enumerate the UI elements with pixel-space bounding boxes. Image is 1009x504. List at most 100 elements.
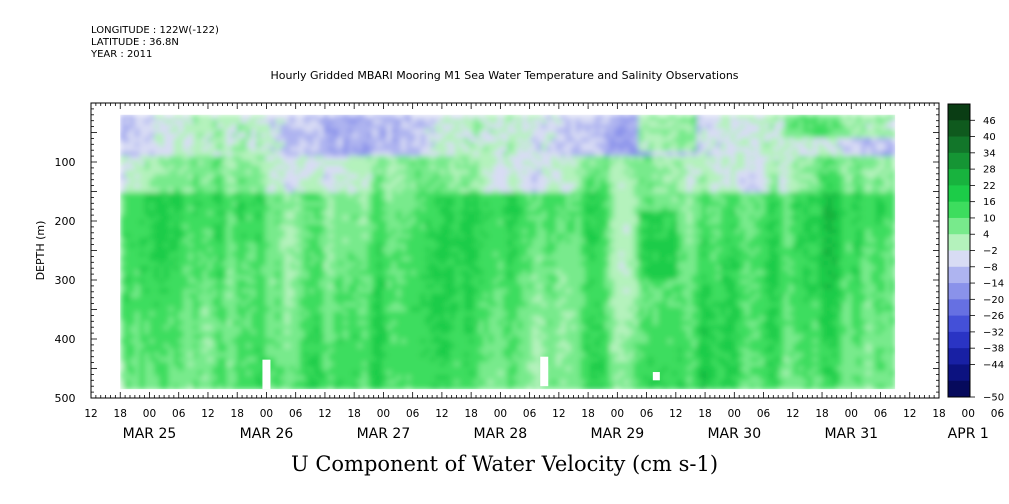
heat-cell	[323, 229, 330, 235]
heat-cell	[483, 151, 489, 157]
heat-cell	[512, 210, 518, 216]
heat-cell	[444, 384, 451, 390]
heat-cell	[493, 261, 499, 267]
heat-cell	[498, 334, 504, 340]
heat-cell	[435, 206, 441, 212]
heat-cell	[313, 338, 320, 345]
heat-cell	[231, 302, 238, 308]
heat-cell	[270, 206, 276, 212]
heat-cell	[304, 306, 310, 313]
heat-cell	[367, 251, 373, 258]
heat-cell	[309, 119, 315, 125]
heat-cell	[338, 169, 344, 175]
heat-cell	[284, 165, 291, 171]
heat-cell	[435, 224, 441, 230]
heat-cell	[357, 302, 363, 308]
heat-cell	[221, 247, 228, 253]
heat-cell	[299, 146, 305, 152]
heat-cell	[202, 297, 209, 303]
heat-cell	[260, 146, 267, 152]
heat-cell	[173, 183, 179, 189]
heat-cell	[425, 187, 431, 194]
heat-cell	[498, 128, 504, 134]
heat-cell	[217, 334, 223, 340]
heat-cell	[444, 352, 451, 358]
heat-cell	[449, 187, 456, 194]
heat-cell	[197, 206, 204, 212]
heat-cell	[502, 370, 509, 377]
heat-cell	[410, 325, 417, 331]
heat-cell	[415, 128, 422, 134]
heat-cell	[493, 133, 499, 139]
heat-cell	[221, 375, 228, 381]
heat-cell	[517, 352, 523, 358]
heat-cell	[498, 224, 504, 230]
heat-cell	[357, 183, 363, 189]
heat-cell	[168, 380, 175, 386]
heat-cell	[323, 155, 330, 162]
heat-cell	[391, 169, 397, 175]
heat-cell	[522, 114, 528, 120]
heat-cell	[343, 146, 349, 152]
heat-cell	[284, 370, 291, 377]
heat-cell	[488, 137, 494, 143]
heat-cell	[241, 160, 247, 166]
heat-cell	[396, 357, 402, 363]
heat-cell	[144, 343, 150, 349]
heat-cell	[352, 375, 359, 381]
heat-cell	[236, 242, 242, 248]
heat-cell	[188, 187, 194, 194]
heat-cell	[221, 165, 228, 171]
heat-cell	[498, 114, 504, 120]
heat-cell	[473, 370, 480, 377]
heat-cell	[478, 229, 485, 235]
heat-cell	[420, 348, 426, 354]
heat-cell	[178, 146, 184, 152]
heat-cell	[134, 293, 141, 299]
heat-cell	[435, 380, 441, 386]
heat-cell	[313, 297, 320, 303]
heat-cell	[473, 256, 480, 262]
heat-cell	[221, 380, 228, 386]
heat-cell	[415, 155, 422, 162]
heat-cell	[468, 338, 475, 345]
heat-cell	[367, 334, 373, 340]
heat-cell	[401, 165, 407, 171]
heat-cell	[498, 160, 504, 166]
heat-cell	[372, 274, 378, 281]
heat-cell	[430, 283, 436, 290]
heat-cell	[372, 201, 378, 207]
heat-cell	[270, 283, 276, 290]
heat-cell	[488, 283, 494, 290]
heat-cell	[478, 146, 485, 152]
heat-cell	[275, 197, 281, 203]
heat-cell	[405, 137, 412, 143]
heat-cell	[415, 201, 422, 207]
heat-cell	[372, 380, 378, 386]
heat-cell	[275, 174, 281, 180]
heat-cell	[236, 224, 242, 230]
heat-cell	[294, 279, 301, 285]
heat-cell	[517, 123, 523, 130]
heat-cell	[318, 306, 325, 313]
heat-cell	[372, 206, 378, 212]
heat-cell	[265, 338, 271, 345]
heat-cell	[381, 142, 388, 148]
heat-cell	[144, 329, 150, 335]
heat-cell	[473, 251, 480, 258]
heat-cell	[202, 123, 209, 130]
heat-cell	[507, 320, 514, 326]
heat-cell	[502, 361, 509, 367]
heat-cell	[454, 155, 460, 162]
heat-cell	[125, 329, 131, 335]
heat-cell	[367, 178, 373, 184]
heat-cell	[410, 146, 417, 152]
heat-cell	[120, 224, 126, 230]
heat-cell	[376, 160, 383, 166]
heat-cell	[362, 233, 368, 239]
heat-cell	[313, 315, 320, 322]
heat-cell	[396, 306, 402, 313]
heat-cell	[430, 325, 436, 331]
heat-cell	[260, 233, 267, 239]
heat-cell	[410, 288, 417, 294]
